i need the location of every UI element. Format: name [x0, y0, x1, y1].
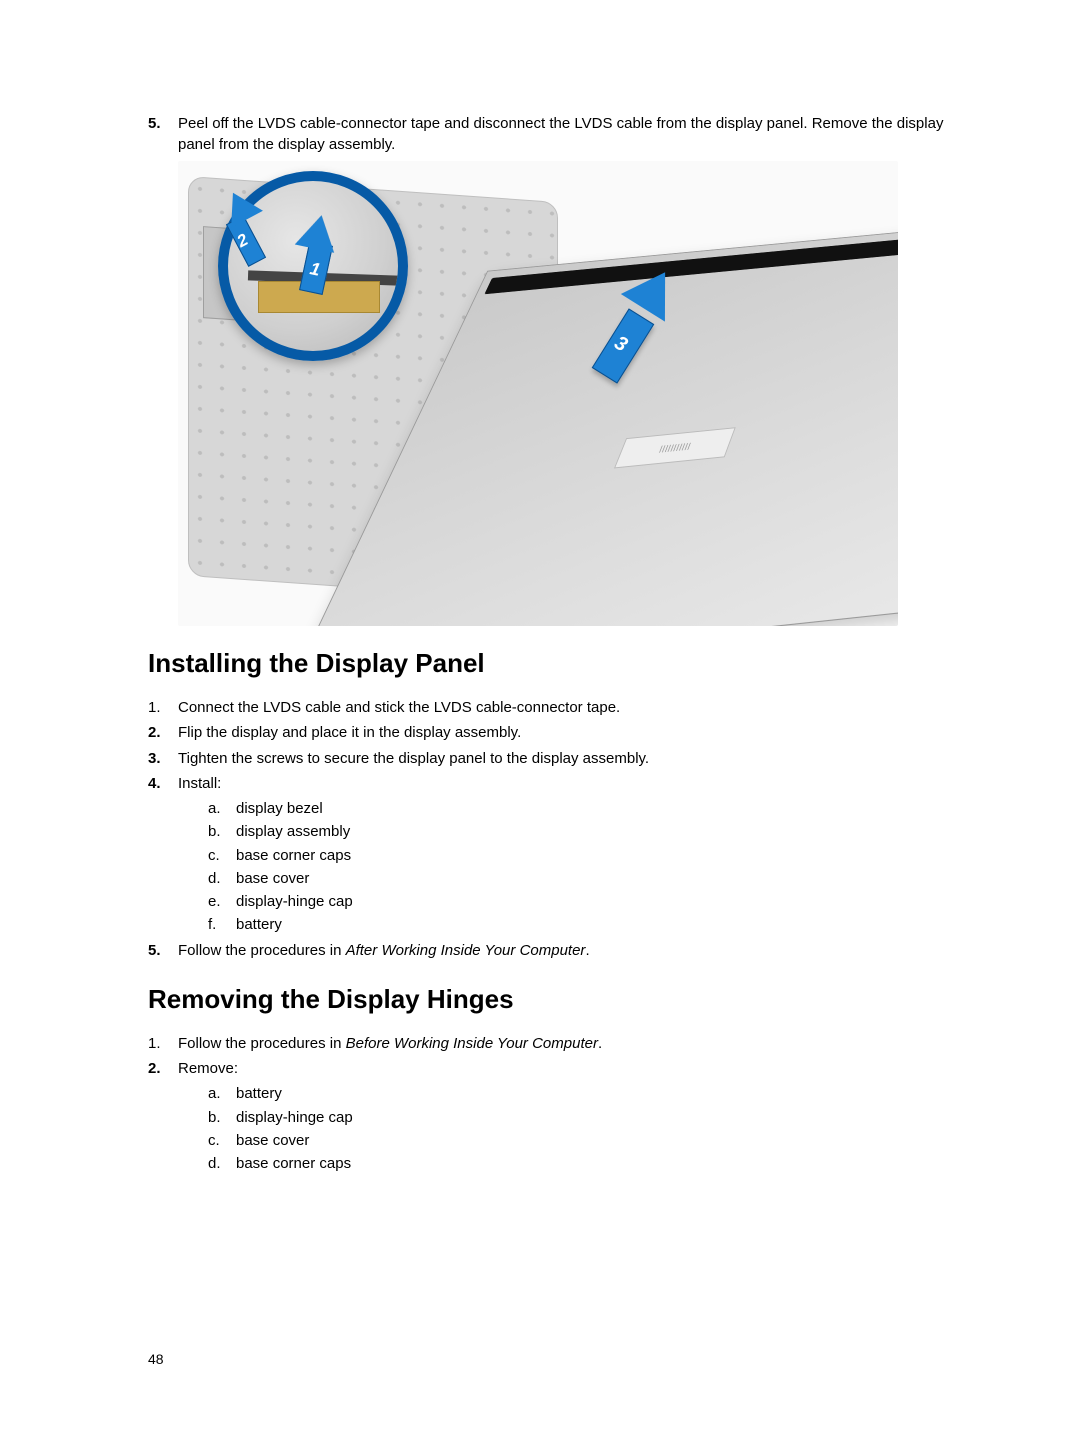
sub-list-item: c.base cover	[208, 1129, 945, 1152]
section1-steps: 1.Connect the LVDS cable and stick the L…	[148, 696, 945, 962]
sub-list: a.display bezelb.display assemblyc.base …	[178, 797, 945, 937]
list-item: 3.Tighten the screws to secure the displ…	[148, 747, 945, 770]
step-text: Peel off the LVDS cable-connector tape a…	[178, 113, 945, 155]
sub-letter: b.	[208, 1106, 236, 1129]
list-item: 2.Flip the display and place it in the d…	[148, 721, 945, 744]
sub-text: base corner caps	[236, 1152, 351, 1175]
sub-letter: b.	[208, 820, 236, 843]
step-number: 2.	[148, 1057, 178, 1080]
sub-text: battery	[236, 1082, 282, 1105]
sub-text: base corner caps	[236, 844, 351, 867]
figure-panel-sticker: |||||||||||	[614, 427, 736, 468]
sub-letter: a.	[208, 797, 236, 820]
heading-installing-display-panel: Installing the Display Panel	[148, 648, 945, 679]
step-text: Follow the procedures in	[178, 1035, 346, 1052]
page: 5. Peel off the LVDS cable-connector tap…	[0, 0, 1080, 1434]
sub-text: battery	[236, 913, 282, 936]
step-number: 1.	[148, 696, 178, 719]
sub-letter: c.	[208, 1129, 236, 1152]
step-number: 2.	[148, 721, 178, 744]
step-text: Follow the procedures in	[178, 942, 346, 959]
step-text: Install:	[178, 775, 221, 792]
sub-text: display-hinge cap	[236, 1106, 353, 1129]
list-item: 4.Install: a.display bezelb.display assem…	[148, 772, 945, 937]
step-text: Flip the display and place it in the dis…	[178, 724, 521, 741]
section2-steps: 1.Follow the procedures in Before Workin…	[148, 1032, 945, 1176]
heading-removing-display-hinges: Removing the Display Hinges	[148, 984, 945, 1015]
sub-list-item: d.base cover	[208, 867, 945, 890]
sub-text: display-hinge cap	[236, 890, 353, 913]
sub-list-item: f.battery	[208, 913, 945, 936]
step-text: Tighten the screws to secure the display…	[178, 750, 649, 767]
sub-list-item: a.battery	[208, 1082, 945, 1105]
sub-letter: d.	[208, 867, 236, 890]
sub-letter: a.	[208, 1082, 236, 1105]
sub-letter: e.	[208, 890, 236, 913]
step-content: Remove: a.batteryb.display-hinge capc.bas…	[178, 1057, 945, 1175]
step-text-italic: Before Working Inside Your Computer	[346, 1035, 598, 1052]
step-content: Flip the display and place it in the dis…	[178, 721, 945, 744]
sub-list-item: c.base corner caps	[208, 844, 945, 867]
list-item: 1.Follow the procedures in Before Workin…	[148, 1032, 945, 1055]
step-5-prev-section: 5. Peel off the LVDS cable-connector tap…	[148, 113, 945, 155]
list-item: 5.Follow the procedures in After Working…	[148, 939, 945, 962]
step-number: 5.	[148, 113, 178, 134]
sub-list: a.batteryb.display-hinge capc.base cover…	[178, 1082, 945, 1175]
list-item: 1.Connect the LVDS cable and stick the L…	[148, 696, 945, 719]
step-text: .	[585, 942, 589, 959]
list-item: 2.Remove:a.batteryb.display-hinge capc.b…	[148, 1057, 945, 1175]
step-number: 1.	[148, 1032, 178, 1055]
sub-letter: d.	[208, 1152, 236, 1175]
sub-text: base cover	[236, 867, 309, 890]
sub-letter: f.	[208, 913, 236, 936]
sub-text: display assembly	[236, 820, 350, 843]
step-text: .	[598, 1035, 602, 1052]
step-number: 5.	[148, 939, 178, 962]
step-content: Tighten the screws to secure the display…	[178, 747, 945, 770]
page-number: 48	[148, 1351, 164, 1367]
step-content: Connect the LVDS cable and stick the LVD…	[178, 696, 945, 719]
figure-display-panel: ||||||||||| 3 2 1	[178, 161, 898, 626]
sub-list-item: d.base corner caps	[208, 1152, 945, 1175]
sub-list-item: a.display bezel	[208, 797, 945, 820]
sub-letter: c.	[208, 844, 236, 867]
step-text-italic: After Working Inside Your Computer	[346, 942, 586, 959]
step-number: 4.	[148, 772, 178, 795]
step-content: Follow the procedures in Before Working …	[178, 1032, 945, 1055]
sub-text: display bezel	[236, 797, 323, 820]
step-text: Remove:	[178, 1060, 238, 1077]
sub-list-item: b.display assembly	[208, 820, 945, 843]
sub-text: base cover	[236, 1129, 309, 1152]
step-content: Follow the procedures in After Working I…	[178, 939, 945, 962]
step-number: 3.	[148, 747, 178, 770]
sub-list-item: b.display-hinge cap	[208, 1106, 945, 1129]
step-content: Install: a.display bezelb.display assembl…	[178, 772, 945, 937]
sub-list-item: e.display-hinge cap	[208, 890, 945, 913]
step-text: Connect the LVDS cable and stick the LVD…	[178, 699, 620, 716]
